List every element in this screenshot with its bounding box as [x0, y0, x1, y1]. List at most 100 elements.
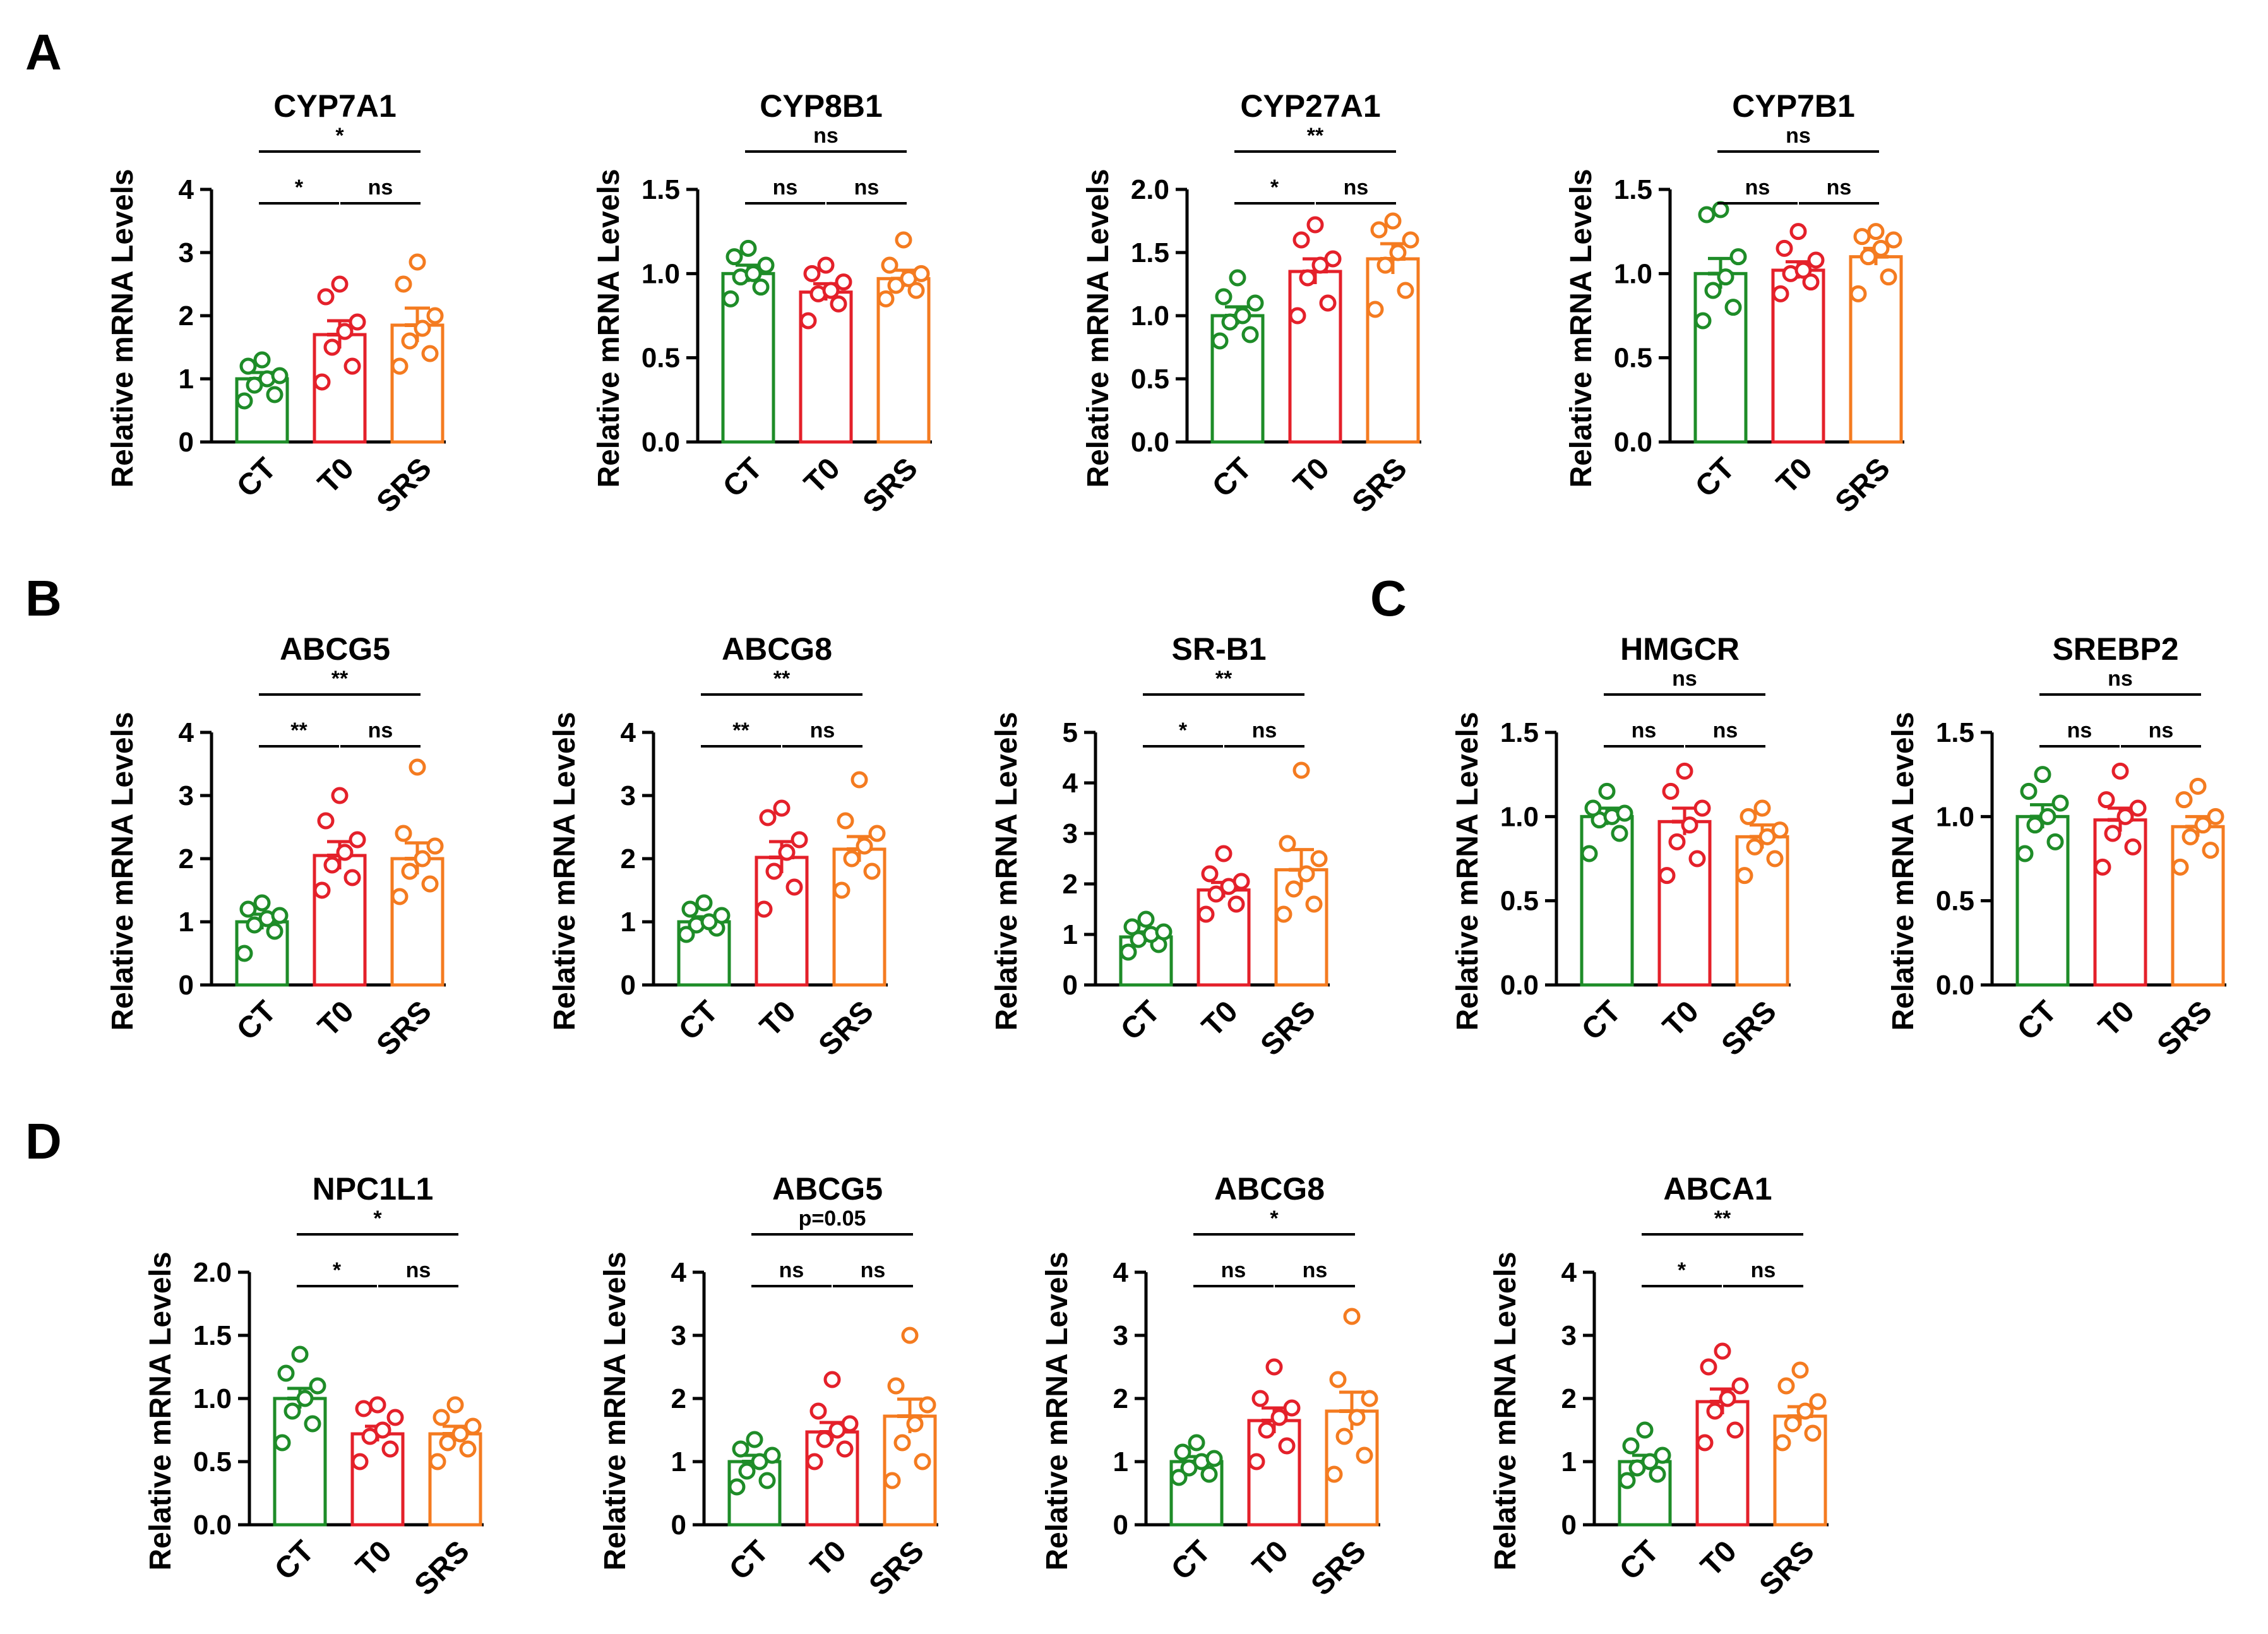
data-point-ct [1616, 804, 1633, 822]
significance-label: ns [406, 1258, 431, 1282]
data-point-srs [1771, 821, 1789, 839]
significance-label: ns [861, 1258, 886, 1282]
significance-label: ns [1632, 719, 1657, 742]
data-point-t0 [349, 313, 366, 331]
data-point-srs [893, 1434, 911, 1452]
data-point-srs [1361, 1390, 1378, 1407]
y-axis-label: Relative mRNA Levels [1489, 1251, 1522, 1570]
x-tick-label-t0: T0 [1196, 994, 1244, 1043]
data-point-t0 [331, 275, 349, 293]
data-point-srs [429, 1453, 446, 1470]
y-tick-label: 4 [179, 174, 194, 205]
y-tick-label: 1.5 [193, 1320, 232, 1351]
chart-title: CYP27A1 [1240, 88, 1380, 124]
data-point-t0 [336, 323, 354, 340]
data-point-ct [266, 386, 284, 403]
data-point-t0 [1197, 905, 1215, 923]
data-point-t0 [355, 1400, 373, 1417]
significance-label: ** [1714, 1207, 1731, 1231]
data-point-ct [1155, 923, 1173, 941]
data-point-t0 [2098, 791, 2115, 809]
data-point-ct [2051, 794, 2069, 812]
data-point-ct [1694, 312, 1712, 330]
data-point-t0 [1688, 850, 1706, 868]
data-point-ct [681, 900, 699, 918]
y-tick-label: 3 [179, 780, 194, 811]
significance-label: * [373, 1207, 382, 1231]
data-point-t0 [1807, 251, 1825, 269]
y-tick-label: 1.0 [193, 1383, 232, 1414]
x-tick-label-srs: SRS [857, 451, 924, 519]
significance-label: ** [290, 719, 307, 742]
y-tick-label: 0 [1113, 1510, 1128, 1541]
y-tick-label: 0.5 [193, 1446, 232, 1477]
y-tick-label: 2 [671, 1383, 686, 1414]
data-point-ct [744, 265, 762, 282]
data-point-ct [1622, 1437, 1640, 1455]
data-point-srs [401, 862, 419, 880]
data-point-t0 [809, 1402, 827, 1420]
data-point-srs [1736, 867, 1753, 885]
data-point-ct [1580, 845, 1598, 862]
data-point-ct [1246, 294, 1264, 312]
data-point-t0 [806, 1453, 823, 1470]
x-tick-label-srs: SRS [371, 994, 438, 1062]
data-point-t0 [799, 312, 817, 330]
y-tick-label: 2 [1113, 1383, 1128, 1414]
x-tick-label-srs: SRS [1346, 451, 1414, 519]
y-axis-label: Relative mRNA Levels [1565, 169, 1598, 487]
y-tick-label: 2.0 [1131, 174, 1169, 205]
y-tick-label: 0.0 [193, 1510, 232, 1541]
x-tick-label-srs: SRS [409, 1534, 476, 1602]
chart-a-cyp7b1: CYP7B1 Relative mRNA Levels 0.0 0.5 1.0 1.5 CT… [1565, 88, 1904, 520]
data-point-t0 [1232, 873, 1250, 890]
y-tick-label: 3 [1063, 818, 1078, 849]
significance-label: p=0.05 [799, 1207, 866, 1231]
significance-label: * [295, 176, 304, 200]
data-point-srs [1389, 244, 1407, 261]
data-point-srs [421, 345, 439, 362]
data-point-srs [1310, 850, 1328, 868]
data-point-ct [239, 357, 257, 375]
panel-label-c: C [1370, 570, 1407, 626]
x-tick-label-t0: T0 [798, 451, 847, 500]
x-tick-label-ct: CT [230, 994, 283, 1047]
data-point-srs [1804, 1424, 1822, 1442]
data-point-t0 [778, 844, 796, 861]
data-point-srs [863, 862, 881, 880]
y-tick-label: 4 [671, 1257, 687, 1288]
data-point-srs [1325, 1465, 1343, 1483]
chart-b-abcg5: ABCG5 Relative mRNA Levels 0 1 2 3 4 CT T0 SRS ** n… [106, 631, 446, 1063]
data-point-srs [1335, 1428, 1353, 1445]
data-point-ct [1729, 248, 1747, 266]
data-point-t0 [1693, 799, 1711, 817]
y-tick-label: 1.5 [1614, 174, 1652, 205]
data-point-srs [1356, 1446, 1373, 1464]
y-tick-label: 1.0 [1500, 801, 1539, 832]
data-point-srs [1853, 228, 1871, 246]
data-point-srs [1305, 895, 1323, 913]
y-tick-label: 1.5 [1131, 237, 1169, 268]
data-point-ct [277, 1364, 295, 1382]
x-tick-label-srs: SRS [863, 1534, 931, 1602]
y-tick-label: 0 [621, 970, 636, 1001]
data-point-srs [1758, 828, 1776, 845]
significance-label: * [1270, 1207, 1279, 1231]
significance-label: * [335, 124, 344, 148]
y-tick-label: 3 [1113, 1320, 1128, 1351]
data-point-t0 [1714, 1342, 1731, 1360]
x-tick-label-srs: SRS [1255, 994, 1322, 1062]
y-tick-label: 1.0 [1614, 258, 1652, 289]
significance-label: ns [2149, 719, 2174, 742]
y-tick-label: 3 [1561, 1320, 1577, 1351]
data-point-srs [2194, 816, 2212, 834]
data-point-ct [253, 351, 271, 369]
x-tick-label-ct: CT [230, 451, 283, 504]
data-point-srs [1370, 221, 1388, 239]
x-tick-label-ct: CT [723, 1534, 775, 1587]
data-point-srs [881, 256, 898, 274]
data-point-srs [883, 1472, 901, 1489]
data-point-srs [1796, 1402, 1814, 1420]
y-tick-label: 0.5 [642, 343, 680, 374]
data-point-srs [1740, 808, 1757, 825]
